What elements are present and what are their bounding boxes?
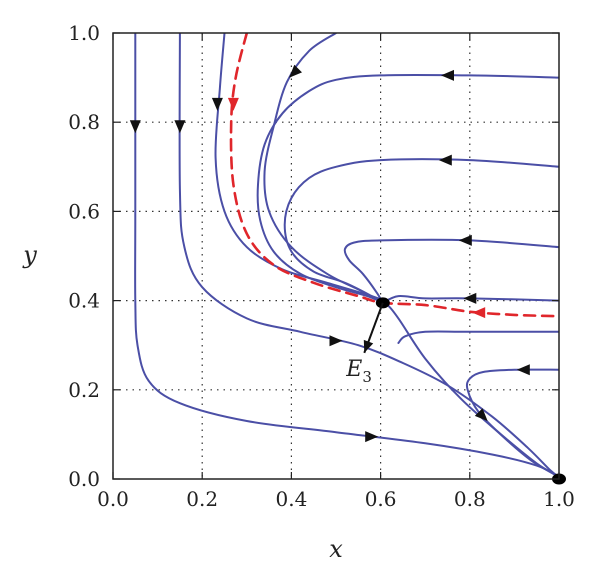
y-tick-label: 0.0 [68,467,100,491]
x-tick-label: 0.8 [454,487,486,511]
trajectory-curve [283,158,559,304]
trajectory-curve [465,368,559,478]
trajectory-curve [134,33,559,478]
direction-arrow [438,154,452,166]
labels: x y E3 [22,241,384,563]
x-tick-label: 0.0 [97,487,129,511]
y-tick-label: 0.4 [68,289,100,313]
trajectory-curve [256,73,559,304]
direction-arrow [463,292,477,304]
axis-ticks: 0.0 0.2 0.4 0.6 0.8 1.0 0.0 0.2 0.4 0.6 0.8 1.0 [68,21,575,511]
y-tick-label: 0.6 [68,199,100,223]
direction-arrow [441,69,454,81]
direction-arrows [129,64,530,443]
direction-arrow [227,97,239,111]
trajectory-curve [178,33,559,478]
direction-arrow [129,120,141,134]
trajectory-curve [397,330,559,344]
x-tick-label: 0.6 [365,487,397,511]
trajectory-curve [381,294,559,304]
y-axis-label: y [22,241,37,269]
separatrix-curve [229,33,559,318]
y-tick-label: 0.8 [68,110,100,134]
direction-arrow [329,335,343,347]
y-tick-label: 0.2 [68,378,100,402]
grid [113,33,559,479]
x-axis-label: x [329,535,343,563]
x-tick-label: 0.2 [186,487,218,511]
x-tick-label: 0.4 [275,487,307,511]
plot-frame [112,32,560,480]
direction-arrow [474,408,488,422]
direction-arrow [516,364,530,376]
annotation-arrowhead [363,339,374,353]
x-tick-label: 1.0 [543,487,575,511]
direction-arrow [365,431,379,443]
y-tick-label: 1.0 [68,21,100,45]
direction-arrow [472,307,486,319]
direction-arrow [174,120,186,134]
direction-arrow [211,97,223,111]
direction-arrow [289,64,302,78]
direction-arrow [458,234,472,246]
